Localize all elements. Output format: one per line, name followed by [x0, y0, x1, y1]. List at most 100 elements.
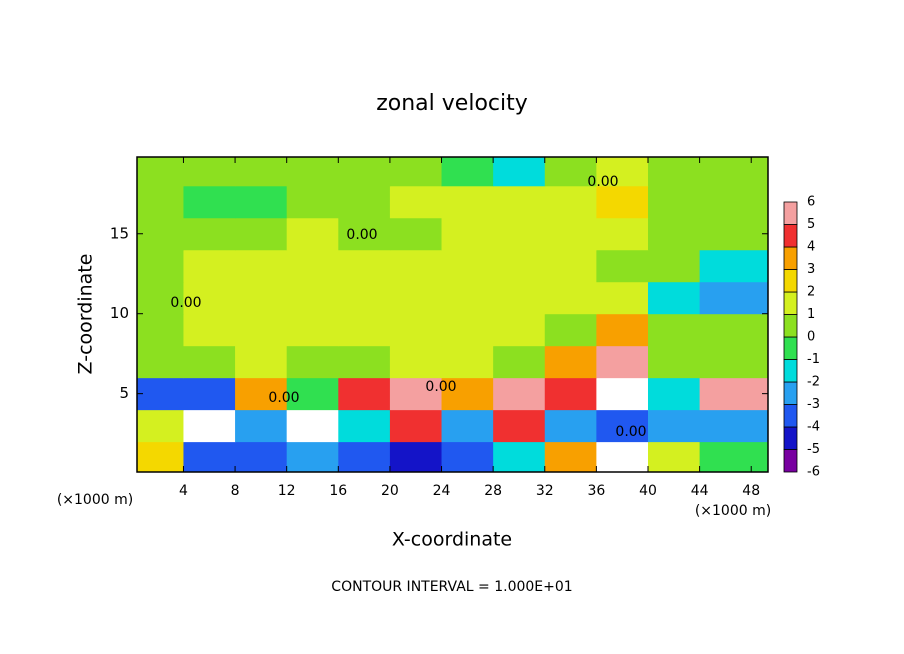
cell: [596, 217, 649, 251]
footer-note: CONTOUR INTERVAL = 1.000E+01: [331, 579, 572, 595]
cell: [286, 217, 339, 251]
cell: [137, 185, 184, 219]
cell: [596, 345, 649, 379]
x-units: (×1000 m): [695, 503, 771, 519]
cell: [441, 409, 494, 443]
cell: [647, 249, 701, 283]
cell: [441, 217, 494, 251]
cell: [389, 313, 443, 347]
colorbar-box: [783, 314, 798, 338]
x-tick-label: 28: [484, 483, 502, 499]
chart-title: zonal velocity: [376, 91, 528, 116]
colorbar-box: [783, 449, 798, 473]
cell: [596, 409, 649, 443]
cell: [544, 157, 597, 187]
cell: [183, 345, 236, 379]
x-tick-label: 32: [536, 483, 554, 499]
x-tick-label: 12: [278, 483, 296, 499]
cell: [699, 313, 769, 347]
cell: [699, 281, 769, 315]
cell: [699, 217, 769, 251]
cell: [389, 185, 443, 219]
cell: [235, 249, 288, 283]
colorbar-box: [783, 404, 798, 428]
cell: [389, 281, 443, 315]
cell: [596, 185, 649, 219]
colorbar-label: -2: [807, 375, 820, 390]
cell: [493, 377, 546, 411]
cell: [441, 441, 494, 473]
cell: [596, 377, 649, 411]
cell: [338, 157, 391, 187]
colorbar-box: [783, 336, 798, 360]
colorbar-label: -3: [807, 397, 820, 412]
colorbar-label: -1: [807, 352, 820, 367]
cell: [699, 185, 769, 219]
cell: [544, 217, 597, 251]
colorbar-box: [783, 291, 798, 315]
cell: [544, 345, 597, 379]
cell: [286, 185, 339, 219]
colorbar-box: [783, 269, 798, 293]
cell: [596, 249, 649, 283]
colorbar-label: -4: [807, 420, 820, 435]
cell: [389, 217, 443, 251]
contour-label: 0.00: [587, 174, 618, 190]
cell: [338, 441, 391, 473]
colorbar-box: [783, 224, 798, 248]
cell: [493, 441, 546, 473]
colorbar-label: 2: [807, 285, 815, 300]
cell: [647, 157, 701, 187]
colorbar-label: 1: [807, 307, 815, 322]
colorbar-box: [783, 201, 798, 225]
y-tick-label: 5: [119, 384, 129, 402]
cell: [544, 185, 597, 219]
contour-label: 0.00: [346, 227, 377, 243]
cell: [137, 409, 184, 443]
cell: [493, 281, 546, 315]
cell: [389, 249, 443, 283]
cell: [235, 281, 288, 315]
x-tick-label: 48: [742, 483, 760, 499]
cell: [183, 185, 236, 219]
x-tick-label: 4: [179, 483, 188, 499]
cell: [235, 441, 288, 473]
cell: [137, 313, 184, 347]
x-units: (×1000 m): [57, 492, 133, 508]
cell: [699, 249, 769, 283]
cell: [493, 157, 546, 187]
cell: [183, 249, 236, 283]
cell: [389, 157, 443, 187]
cell: [137, 377, 184, 411]
cell: [493, 217, 546, 251]
cell: [183, 281, 236, 315]
x-tick-label: 24: [433, 483, 451, 499]
x-tick-label: 8: [231, 483, 240, 499]
colorbar-box: [783, 359, 798, 383]
cell: [286, 409, 339, 443]
cell: [544, 377, 597, 411]
cell: [493, 345, 546, 379]
cell: [699, 377, 769, 411]
plot-frame: [136, 156, 769, 473]
cell: [441, 281, 494, 315]
cell: [137, 441, 184, 473]
x-axis-label: X-coordinate: [392, 529, 512, 551]
cell: [699, 409, 769, 443]
cell: [647, 377, 701, 411]
cell: [544, 281, 597, 315]
cell: [286, 249, 339, 283]
colorbar-label: 0: [807, 330, 815, 345]
cell: [389, 441, 443, 473]
colorbar-label: 6: [807, 195, 815, 210]
cell: [338, 249, 391, 283]
colorbar-label: 5: [807, 217, 815, 232]
cell: [235, 217, 288, 251]
cell: [596, 281, 649, 315]
colorbar-label: 3: [807, 262, 815, 277]
cell: [441, 345, 494, 379]
cell: [647, 185, 701, 219]
x-tick-label: 16: [329, 483, 347, 499]
cell: [137, 345, 184, 379]
cell: [338, 313, 391, 347]
